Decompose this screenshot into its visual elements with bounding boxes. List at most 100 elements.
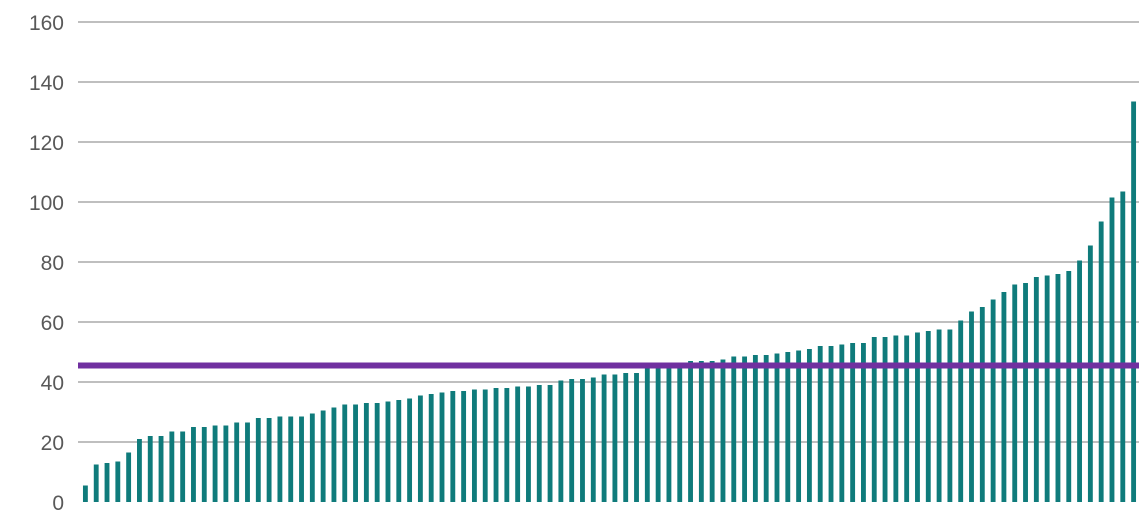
bar: [731, 356, 737, 502]
bar: [223, 425, 229, 502]
bar: [634, 373, 639, 502]
bar: [1033, 277, 1039, 502]
bar: [936, 329, 942, 502]
bar: [212, 425, 218, 502]
bar: [1087, 245, 1093, 502]
bar: [396, 400, 402, 502]
y-tick-label: 100: [29, 192, 64, 215]
bar: [569, 379, 575, 502]
bar: [158, 436, 164, 502]
bar: [266, 418, 272, 502]
bar: [774, 353, 780, 502]
bar: [785, 352, 791, 502]
bar: [806, 349, 812, 502]
bar: [536, 385, 542, 502]
y-tick-label: 40: [41, 372, 64, 395]
bar: [590, 377, 596, 502]
bar: [547, 385, 553, 502]
bar: [255, 418, 261, 502]
bar: [1055, 274, 1061, 502]
bar: [612, 374, 618, 502]
bar: [450, 391, 456, 502]
bar: [839, 344, 845, 502]
bar: [320, 410, 326, 502]
bar: [428, 394, 434, 502]
bar: [969, 311, 974, 502]
bar: [331, 407, 337, 502]
bar: [1066, 271, 1072, 502]
bar: [234, 422, 240, 502]
bar: [882, 337, 888, 502]
bar: [1098, 221, 1104, 502]
bar: [461, 391, 467, 502]
bar: [558, 380, 564, 502]
bar: [655, 365, 661, 502]
bar: [1023, 283, 1028, 502]
y-tick-label: 120: [29, 132, 64, 155]
bar: [861, 343, 866, 502]
bar: [126, 452, 132, 502]
bar: [115, 461, 121, 502]
bar: [644, 368, 650, 502]
bar: [82, 485, 88, 502]
bar: [201, 427, 207, 502]
bar: [709, 361, 715, 502]
gridlines: [78, 21, 1139, 443]
bar: [104, 463, 110, 502]
bar: [742, 356, 748, 502]
bar: [893, 335, 899, 502]
bar: [385, 401, 391, 502]
bar: [580, 379, 585, 502]
bar: [1109, 197, 1115, 502]
bar: [515, 386, 521, 502]
y-tick-label: 80: [41, 252, 64, 275]
y-tick-label: 20: [41, 432, 64, 455]
bar: [677, 364, 683, 502]
bar: [482, 389, 488, 502]
bar: [828, 346, 834, 502]
bar: [688, 361, 693, 502]
bar: [526, 386, 531, 502]
y-tick-label: 0: [52, 492, 64, 511]
bar: [191, 427, 196, 502]
bar: [947, 329, 953, 502]
bar: [1001, 292, 1007, 502]
bar: [277, 416, 283, 502]
y-tick-label: 140: [29, 72, 64, 95]
bar: [493, 388, 499, 502]
bar: [374, 403, 380, 502]
bar: [342, 404, 348, 502]
bar: [1131, 101, 1137, 502]
bar: [720, 359, 726, 502]
bar: [623, 373, 629, 502]
bar: [958, 320, 964, 502]
y-tick-label: 60: [41, 312, 64, 335]
bar: [439, 392, 445, 502]
bar: [915, 332, 920, 502]
bar: [137, 439, 142, 502]
bar: [850, 343, 856, 502]
y-tick-label: 160: [29, 12, 64, 35]
bars: [82, 101, 1137, 502]
bar: [666, 365, 672, 502]
bar: [817, 346, 823, 502]
bar: [1044, 275, 1050, 502]
bar: [871, 337, 877, 502]
bar: [925, 331, 931, 502]
y-axis-tick-labels: 0 20 40 60 80 100 120 140 160: [29, 12, 64, 511]
bar: [698, 361, 704, 502]
bar: [1120, 191, 1126, 502]
bar: [169, 431, 175, 502]
bar: [93, 464, 99, 502]
bar: [299, 416, 304, 502]
bar: [990, 299, 996, 502]
bar: [1012, 284, 1018, 502]
bar: [353, 404, 358, 502]
bar: [407, 398, 413, 502]
bar: [763, 355, 769, 502]
bar: [180, 431, 186, 502]
bar: [904, 335, 910, 502]
bar: [363, 403, 369, 502]
bar: [417, 395, 423, 502]
bar: [471, 389, 477, 502]
